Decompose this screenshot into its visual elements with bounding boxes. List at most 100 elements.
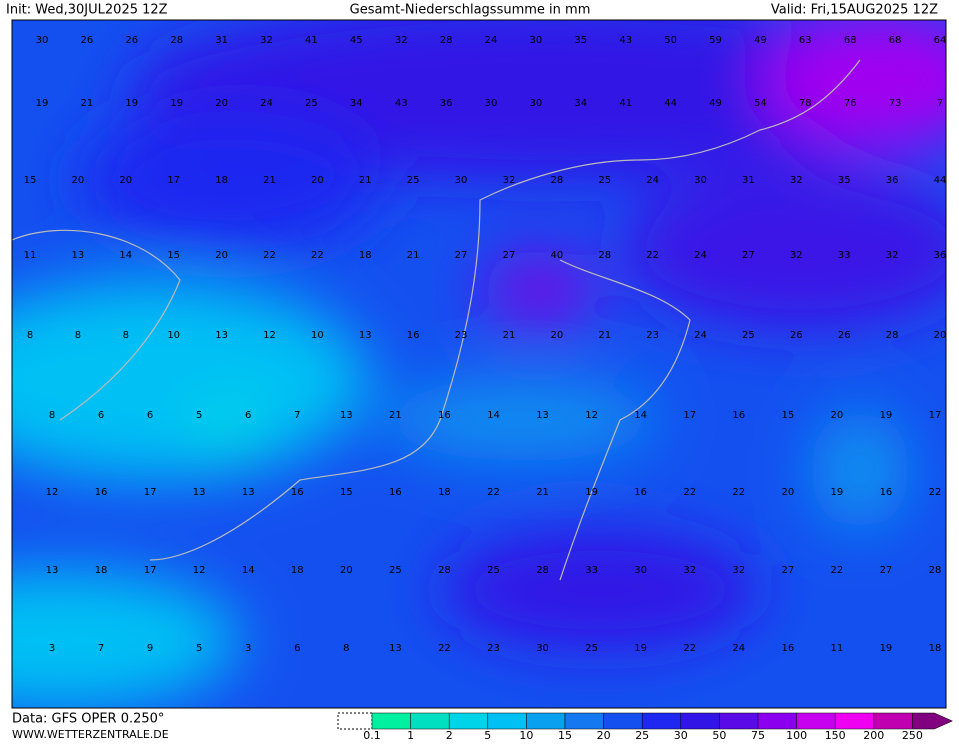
grid-value: 18 <box>95 565 108 576</box>
legend-label: 50 <box>712 729 726 741</box>
grid-value: 30 <box>694 175 707 186</box>
grid-value: 27 <box>880 565 893 576</box>
grid-value: 59 <box>709 35 722 46</box>
grid-value: 8 <box>123 330 129 341</box>
legend-swatch <box>873 712 913 730</box>
grid-value: 8 <box>343 643 349 654</box>
grid-value: 15 <box>340 487 353 498</box>
grid-value: 13 <box>536 410 549 421</box>
grid-value: 13 <box>193 487 206 498</box>
grid-value: 21 <box>359 175 372 186</box>
grid-value: 24 <box>694 330 707 341</box>
legend-label: 75 <box>751 729 765 741</box>
legend-swatch <box>564 712 604 730</box>
legend-swatch <box>796 712 836 730</box>
grid-value: 49 <box>709 98 722 109</box>
grid-value: 22 <box>311 250 324 261</box>
grid-value: 22 <box>831 565 844 576</box>
grid-value: 35 <box>574 35 587 46</box>
grid-value: 7 <box>98 643 104 654</box>
grid-value: 16 <box>438 410 451 421</box>
grid-value: 28 <box>598 250 611 261</box>
legend-swatch <box>641 712 682 730</box>
grid-value: 19 <box>880 410 893 421</box>
grid-value: 32 <box>732 565 745 576</box>
grid-value: 18 <box>359 250 372 261</box>
grid-value: 25 <box>305 98 318 109</box>
grid-value: 20 <box>72 175 85 186</box>
grid-value: 23 <box>487 643 500 654</box>
grid-value: 17 <box>683 410 696 421</box>
grid-value: 45 <box>350 35 363 46</box>
grid-value: 27 <box>742 250 755 261</box>
grid-value: 43 <box>395 98 408 109</box>
grid-value: 19 <box>125 98 138 109</box>
grid-value: 30 <box>634 565 647 576</box>
legend-label: 200 <box>863 729 884 741</box>
grid-value: 6 <box>147 410 153 421</box>
grid-value: 12 <box>193 565 206 576</box>
grid-value: 16 <box>634 487 647 498</box>
legend-label: 20 <box>597 729 611 741</box>
grid-value: 28 <box>440 35 453 46</box>
grid-value: 14 <box>634 410 647 421</box>
grid-value: 44 <box>664 98 677 109</box>
grid-value: 25 <box>487 565 500 576</box>
grid-value: 27 <box>781 565 794 576</box>
grid-value: 10 <box>167 330 180 341</box>
grid-value: 21 <box>598 330 611 341</box>
grid-value: 5 <box>196 410 202 421</box>
grid-value: 22 <box>646 250 659 261</box>
legend-label: 2 <box>446 729 453 741</box>
grid-value: 21 <box>407 250 420 261</box>
valid-time: Valid: Fri,15AUG2025 12Z <box>771 3 938 18</box>
grid-value: 33 <box>585 565 598 576</box>
grid-value: 30 <box>36 35 49 46</box>
grid-value: 25 <box>389 565 402 576</box>
grid-value: 12 <box>46 487 59 498</box>
grid-value: 25 <box>585 643 598 654</box>
grid-value: 32 <box>886 250 899 261</box>
grid-value: 64 <box>934 35 947 46</box>
grid-value: 13 <box>46 565 59 576</box>
grid-value: 68 <box>889 35 902 46</box>
grid-value: 11 <box>831 643 844 654</box>
grid-value: 35 <box>838 175 851 186</box>
grid-value: 26 <box>125 35 138 46</box>
grid-value: 19 <box>36 98 49 109</box>
grid-value: 31 <box>742 175 755 186</box>
grid-value: 54 <box>754 98 767 109</box>
grid-value: 11 <box>24 250 37 261</box>
grid-value: 19 <box>585 487 598 498</box>
grid-value: 16 <box>407 330 420 341</box>
grid-value: 6 <box>294 643 300 654</box>
legend-swatch <box>526 712 566 730</box>
grid-value: 6 <box>245 410 251 421</box>
data-source: Data: GFS OPER 0.250° <box>12 712 164 727</box>
grid-value: 28 <box>438 565 451 576</box>
legend-label: 0.1 <box>363 729 381 741</box>
grid-value: 13 <box>389 643 402 654</box>
grid-value: 19 <box>831 487 844 498</box>
legend-label: 5 <box>484 729 491 741</box>
grid-value: 14 <box>242 565 255 576</box>
grid-value: 30 <box>455 175 468 186</box>
grid-value: 25 <box>742 330 755 341</box>
grid-value: 32 <box>395 35 408 46</box>
grid-value: 30 <box>536 643 549 654</box>
grid-value: 68 <box>844 35 857 46</box>
legend-label: 15 <box>558 729 572 741</box>
grid-value: 26 <box>81 35 94 46</box>
legend-swatch <box>680 712 720 730</box>
grid-value: 3 <box>245 643 251 654</box>
grid-value: 20 <box>934 330 947 341</box>
legend-label: 100 <box>786 729 807 741</box>
grid-value: 20 <box>215 98 228 109</box>
grid-value: 30 <box>485 98 498 109</box>
grid-value: 24 <box>732 643 745 654</box>
grid-value: 12 <box>263 330 276 341</box>
grid-value: 41 <box>619 98 632 109</box>
grid-value: 22 <box>683 487 696 498</box>
grid-value: 20 <box>831 410 844 421</box>
